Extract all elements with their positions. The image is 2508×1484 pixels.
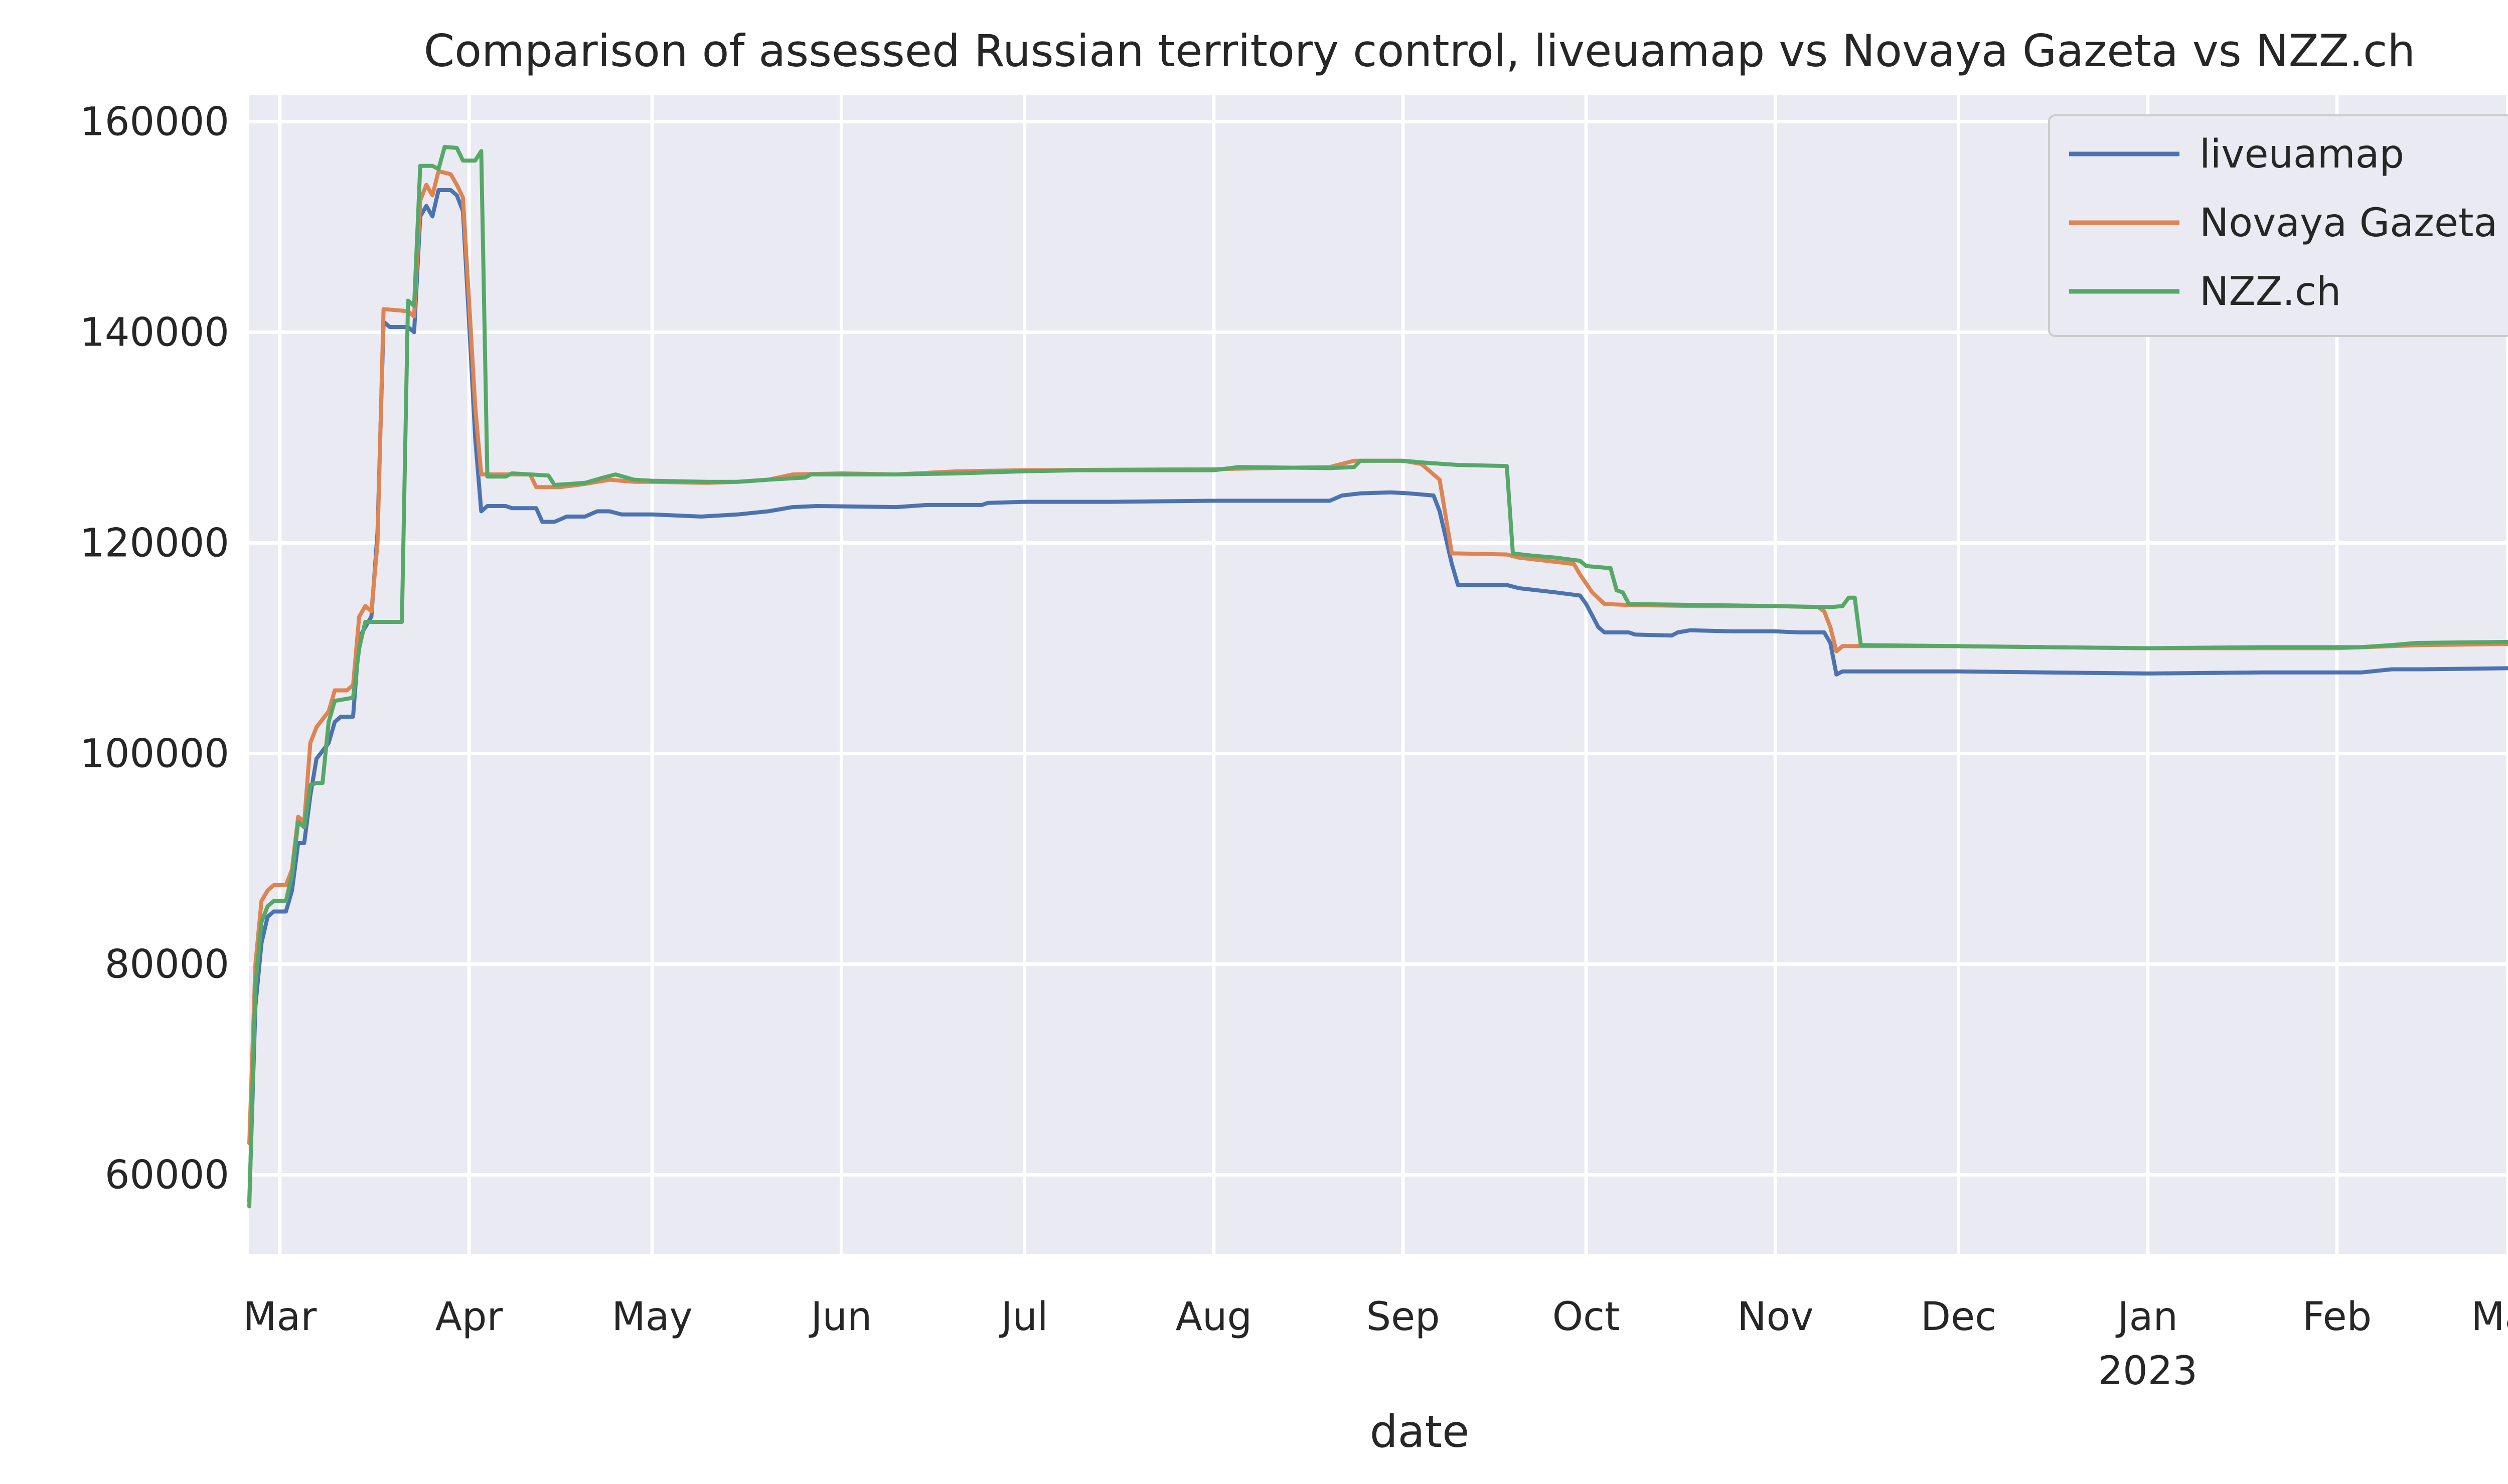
legend: liveuamap Novaya Gazeta NZZ.ch [2048, 114, 2508, 337]
x-tick-label: Mar [2471, 1294, 2508, 1340]
x-tick-sublabel: 2023 [2098, 1349, 2198, 1394]
chart-title: Comparison of assessed Russian territory… [424, 25, 2415, 77]
y-tick-label: 80000 [105, 942, 229, 987]
x-tick-label: Aug [1176, 1294, 1252, 1340]
y-tick-label: 160000 [80, 100, 229, 145]
legend-label: Novaya Gazeta [2200, 201, 2497, 246]
x-tick-label: Feb [2302, 1294, 2372, 1340]
y-tick-label: 60000 [105, 1153, 229, 1198]
x-tick-label: Oct [1552, 1294, 1620, 1340]
x-tick-label: Jan [2115, 1294, 2178, 1340]
x-axis-label: date [1370, 1406, 1469, 1457]
x-tick-label: Mar [243, 1294, 317, 1340]
x-tick-label: Nov [1737, 1294, 1813, 1340]
y-tick-label: 140000 [80, 310, 229, 356]
y-axis-ticks: 60000 80000 100000 120000 140000 160000 [80, 100, 229, 1198]
x-tick-label: Sep [1366, 1294, 1440, 1340]
legend-box [2048, 114, 2508, 337]
x-axis-ticks: Mar Apr May Jun Jul Aug Sep Oct Nov Dec Jan 2023 Feb… [243, 1294, 2508, 1394]
x-tick-label: Dec [1921, 1294, 1996, 1340]
x-tick-label: May [612, 1294, 693, 1340]
legend-label: NZZ.ch [2200, 269, 2341, 314]
series-line-nzz-ch [247, 144, 2508, 1209]
x-tick-label: Jun [809, 1294, 872, 1340]
y-tick-label: 120000 [80, 521, 229, 566]
y-tick-label: 100000 [80, 732, 229, 777]
x-tick-label: Jul [998, 1294, 1048, 1340]
x-tick-label: Apr [435, 1294, 504, 1340]
series-lines [247, 144, 2508, 1209]
legend-label: liveuamap [2200, 132, 2404, 177]
